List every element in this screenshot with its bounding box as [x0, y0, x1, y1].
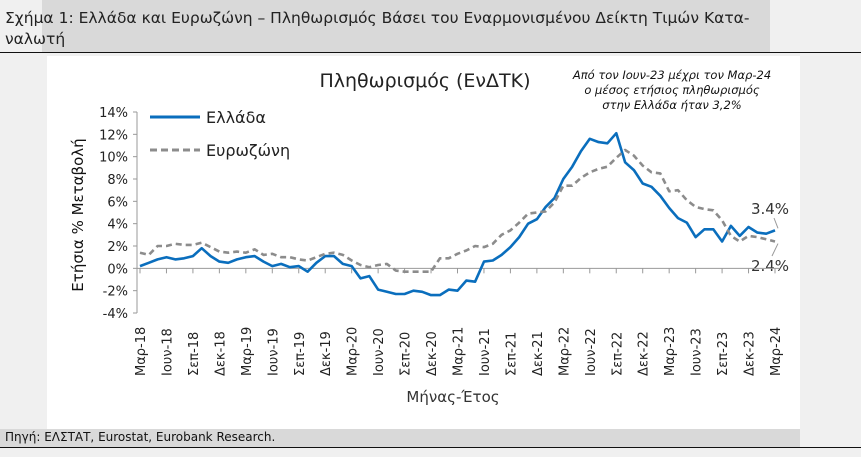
x-tick-label: Ιουν-19: [266, 328, 281, 376]
source-note: Πηγή: ΕΛΣΤΑΤ, Eurostat, Eurobank Researc…: [5, 430, 276, 444]
title-band: [42, 0, 770, 52]
x-tick-label: Ιουν-18: [160, 328, 175, 376]
eurozone-label-leader: [771, 243, 779, 257]
y-tick-label: 10%: [99, 151, 128, 166]
x-tick-label: Μαρ-24: [769, 327, 784, 376]
x-tick-label: Μαρ-23: [663, 327, 678, 376]
x-tick-label: Σεπ-18: [187, 332, 202, 376]
eurozone-end-label: 2.4%: [751, 257, 789, 275]
x-tick-label: Σεπ-20: [399, 332, 414, 376]
footer-rule: [0, 447, 861, 448]
y-tick-label: -2%: [103, 285, 128, 300]
x-tick-label: Σεπ-22: [610, 332, 625, 376]
y-tick-label: 2%: [107, 240, 128, 255]
x-tick-label: Σεπ-21: [504, 332, 519, 376]
legend-eurozone-label: Ευρωζώνη: [206, 141, 290, 160]
y-axis-title: Ετήσια % Μεταβολή: [69, 138, 87, 291]
x-tick-label: Δεκ-20: [425, 331, 440, 376]
x-tick-label: Μαρ-18: [134, 327, 149, 376]
x-tick-label: Σεπ-23: [716, 332, 731, 376]
chart-area: [47, 56, 800, 432]
eurozone-series-line: [139, 148, 776, 274]
y-tick-label: 12%: [99, 128, 128, 143]
x-tick-label: Ιουν-22: [584, 328, 599, 376]
x-tick-label: Ιουν-21: [478, 328, 493, 376]
y-tick-label: 4%: [107, 218, 128, 233]
annotation-line-1: Από τον Ιουν-23 μέχρι τον Μαρ-24: [572, 68, 771, 82]
y-tick-label: 6%: [107, 195, 128, 210]
title-rule: [0, 52, 861, 53]
x-tick-label: Δεκ-22: [637, 331, 652, 376]
y-tick-label: -4%: [103, 307, 128, 322]
x-tick-label: Δεκ-21: [531, 331, 546, 376]
x-tick-label: Μαρ-21: [452, 327, 467, 376]
x-tick-label: Δεκ-18: [213, 331, 228, 376]
x-tick-label: Ιουν-23: [690, 328, 705, 376]
x-tick-label: Μαρ-22: [557, 327, 572, 376]
y-tick-label: 0%: [107, 262, 128, 277]
y-tick-label: 14%: [99, 106, 128, 121]
annotation-line-3: στην Ελλάδα ήταν 3,2%: [602, 98, 741, 112]
greece-end-label: 3.4%: [751, 200, 789, 218]
figure-title: Σχήμα 1: Ελλάδα και Ευρωζώνη – Πληθωρισμ…: [5, 9, 750, 48]
footer-band: [0, 429, 800, 447]
legend-greece-label: Ελλάδα: [206, 108, 266, 127]
x-tick-label: Ιουν-20: [372, 328, 387, 376]
x-tick-label: Δεκ-23: [743, 331, 758, 376]
chart-title: Πληθωρισμός (ΕνΔΤΚ): [319, 70, 530, 92]
x-tick-label: Δεκ-19: [319, 331, 334, 376]
y-tick-label: 8%: [107, 173, 128, 188]
annotation-line-2: ο μέσος ετήσιος πληθωρισμός: [584, 83, 760, 97]
greece-label-leader: [773, 217, 779, 229]
x-tick-label: Μαρ-20: [346, 327, 361, 376]
x-axis-title: Μήνας-Έτος: [406, 388, 499, 406]
x-tick-label: Μαρ-19: [240, 327, 255, 376]
x-tick-label: Σεπ-19: [293, 332, 308, 376]
